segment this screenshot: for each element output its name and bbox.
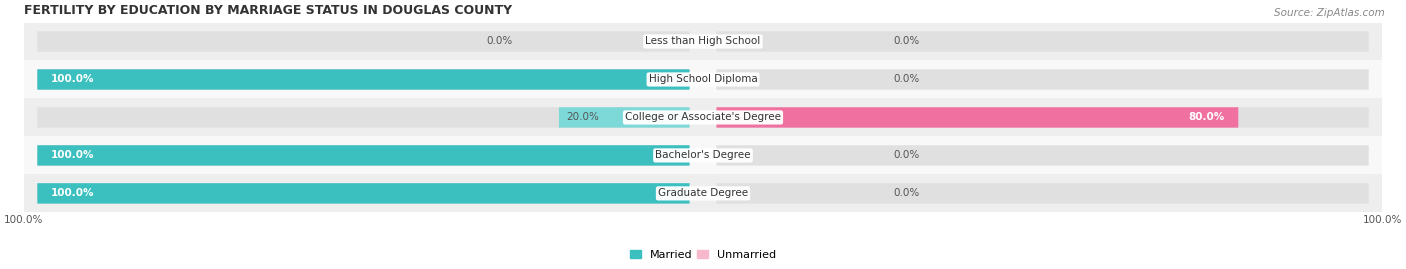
Text: Less than High School: Less than High School [645, 37, 761, 47]
Bar [24, 23, 1382, 61]
Legend: Married, Unmarried: Married, Unmarried [630, 250, 776, 260]
Bar [24, 136, 1382, 174]
Text: 0.0%: 0.0% [893, 37, 920, 47]
Text: 0.0%: 0.0% [893, 75, 920, 84]
FancyBboxPatch shape [717, 107, 1368, 128]
FancyBboxPatch shape [38, 145, 689, 166]
FancyBboxPatch shape [717, 31, 1368, 52]
Text: 100.0%: 100.0% [51, 75, 94, 84]
FancyBboxPatch shape [38, 183, 689, 204]
Text: 20.0%: 20.0% [565, 112, 599, 122]
Text: Bachelor's Degree: Bachelor's Degree [655, 150, 751, 160]
Text: 80.0%: 80.0% [1188, 112, 1225, 122]
Text: 0.0%: 0.0% [893, 188, 920, 199]
Text: High School Diploma: High School Diploma [648, 75, 758, 84]
Bar [24, 61, 1382, 98]
Text: 0.0%: 0.0% [893, 150, 920, 160]
Bar [24, 174, 1382, 213]
FancyBboxPatch shape [717, 107, 1239, 128]
FancyBboxPatch shape [38, 69, 689, 90]
FancyBboxPatch shape [38, 145, 689, 166]
Text: 100.0%: 100.0% [51, 150, 94, 160]
Bar [24, 98, 1382, 136]
Text: 100.0%: 100.0% [51, 188, 94, 199]
FancyBboxPatch shape [38, 183, 689, 204]
Text: College or Associate's Degree: College or Associate's Degree [626, 112, 780, 122]
Text: Graduate Degree: Graduate Degree [658, 188, 748, 199]
FancyBboxPatch shape [38, 31, 689, 52]
Text: 0.0%: 0.0% [486, 37, 513, 47]
Text: FERTILITY BY EDUCATION BY MARRIAGE STATUS IN DOUGLAS COUNTY: FERTILITY BY EDUCATION BY MARRIAGE STATU… [24, 4, 512, 17]
FancyBboxPatch shape [38, 107, 689, 128]
FancyBboxPatch shape [560, 107, 689, 128]
FancyBboxPatch shape [38, 69, 689, 90]
Text: Source: ZipAtlas.com: Source: ZipAtlas.com [1274, 8, 1385, 18]
FancyBboxPatch shape [717, 183, 1368, 204]
FancyBboxPatch shape [717, 69, 1368, 90]
FancyBboxPatch shape [717, 145, 1368, 166]
